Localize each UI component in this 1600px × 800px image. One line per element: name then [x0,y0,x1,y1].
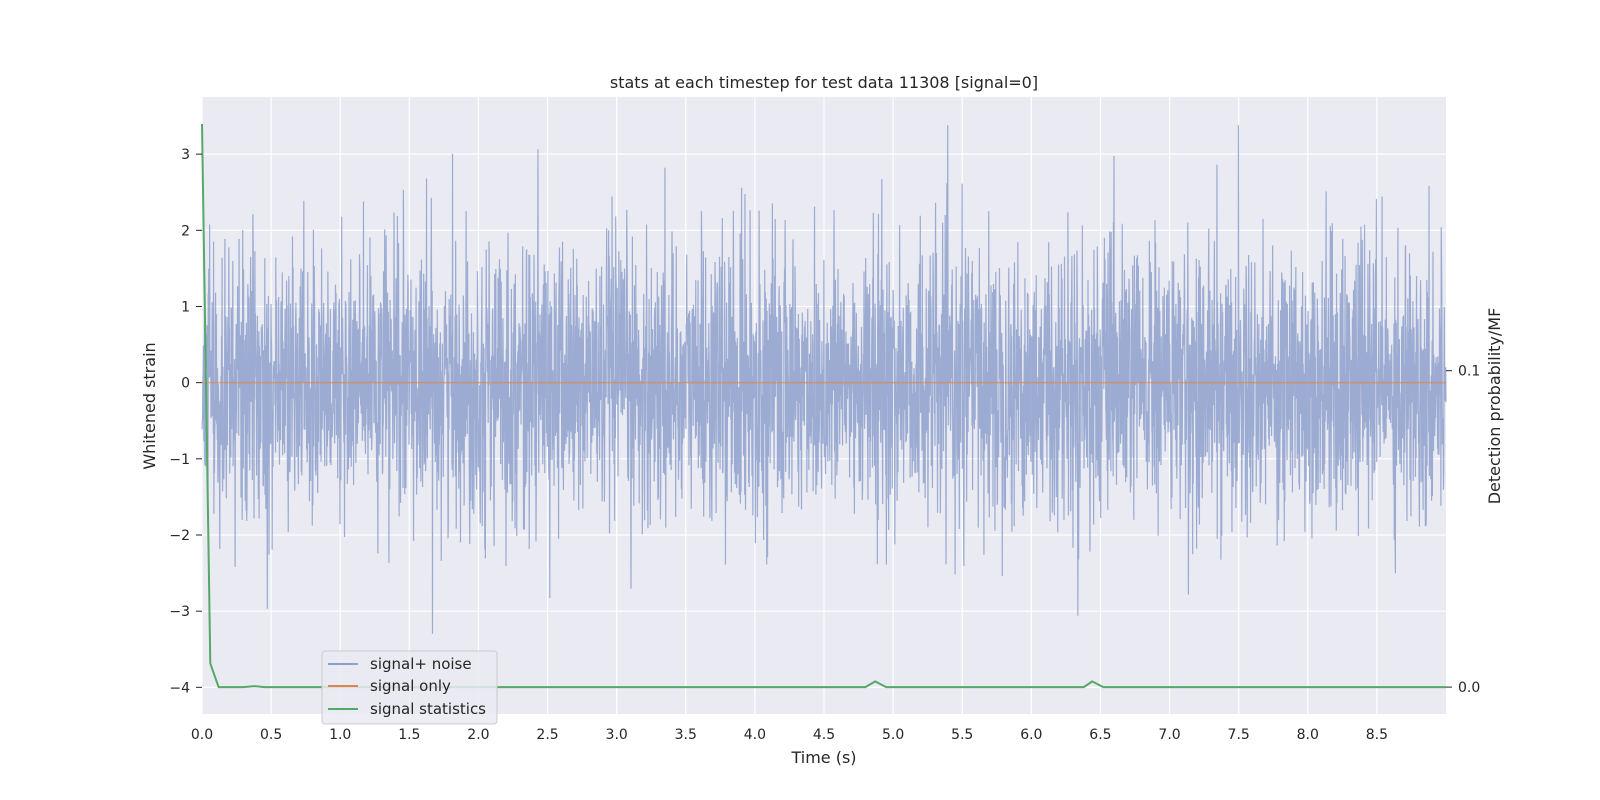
x-tick-label: 7.0 [1158,727,1180,743]
y-tick-label: −1 [169,452,190,468]
legend: signal+ noise signal only signal statist… [321,650,498,725]
x-tick-label: 5.0 [882,727,904,743]
legend-label-signal-only: signal only [370,677,451,695]
series-signal-statistics [201,123,1446,689]
series-signal-noise [201,125,1447,634]
y-axis-label: Whitened strain [140,342,159,469]
x-axis-label: Time (s) [790,748,856,767]
x-tick-label: 6.0 [1020,727,1042,743]
y-tick-label: 3 [181,147,190,163]
signal-noise-line [201,125,1447,634]
x-tick-label: 6.5 [1089,727,1111,743]
y-tick-label: 0 [181,376,190,392]
x-tick-label: 1.5 [398,727,420,743]
x-tick-label: 8.0 [1297,727,1319,743]
x-tick-label: 1.0 [329,727,351,743]
x-tick-label: 5.5 [951,727,973,743]
y-axis-ticks: 3 2 1 0 −1 −2 −3 −4 [169,147,202,696]
y-tick-label: −3 [169,604,190,620]
x-tick-label: 7.5 [1228,727,1250,743]
y-tick-label: −2 [169,528,190,544]
legend-label-signal-statistics: signal statistics [370,700,486,718]
y2-axis-label: Detection probability/MF [1485,308,1504,505]
signal-statistics-line [201,123,1446,689]
y-tick-label: 1 [181,299,190,315]
x-tick-label: 2.0 [467,727,489,743]
x-axis-ticks: 0.0 0.5 1.0 1.5 2.0 2.5 3.0 3.5 4.0 4.5 5.0 5.5 6.0 6… [191,727,1388,743]
x-tick-label: 8.5 [1366,727,1388,743]
y-tick-label: 2 [181,223,190,239]
y2-tick-label: 0.1 [1458,364,1480,380]
x-tick-label: 0.5 [260,727,282,743]
x-tick-label: 4.5 [813,727,835,743]
x-tick-label: 3.0 [606,727,628,743]
legend-label-signal-noise: signal+ noise [370,655,472,673]
x-tick-label: 2.5 [536,727,558,743]
y2-axis-ticks: 0.1 0.0 [1446,364,1480,696]
x-tick-label: 3.5 [675,727,697,743]
x-tick-label: 4.0 [744,727,766,743]
x-tick-label: 0.0 [191,727,213,743]
y2-tick-label: 0.0 [1458,680,1480,696]
chart-title: stats at each timestep for test data 113… [610,73,1038,92]
legend-box [321,650,498,725]
y-tick-label: −4 [169,680,190,696]
